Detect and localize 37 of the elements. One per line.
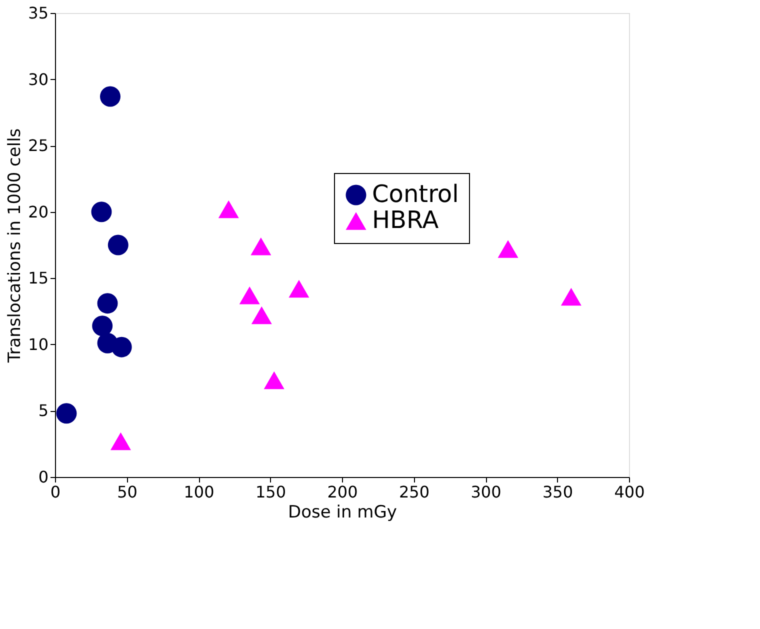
point [498, 240, 518, 258]
x-tick-label: 100 [184, 482, 214, 502]
point [100, 86, 120, 107]
y-tick-label: 10 [28, 334, 48, 354]
y-axis-title: Translocations in 1000 cells [5, 128, 26, 364]
y-tick-label: 15 [28, 268, 48, 288]
point [251, 306, 272, 324]
x-tick-label: 200 [327, 482, 358, 502]
point [218, 200, 239, 218]
point [264, 371, 284, 390]
y-tick-label: 30 [28, 70, 48, 89]
point [288, 280, 310, 298]
point [56, 403, 77, 424]
y-tick-label: 35 [28, 4, 48, 22]
point [239, 286, 260, 304]
x-tick-label: 350 [542, 482, 574, 502]
x-tick-label: 150 [255, 482, 286, 502]
x-tick-label: 300 [470, 482, 502, 502]
x-tick-label: 400 [614, 482, 645, 502]
point [111, 336, 132, 358]
y-tick-label: 5 [38, 401, 48, 420]
x-tick-label: 0 [50, 482, 61, 502]
y-tick-label: 0 [38, 468, 48, 486]
point [97, 293, 118, 314]
legend-label: Control [372, 180, 459, 208]
point [91, 202, 112, 222]
point [560, 288, 582, 306]
x-axis-title: Dose in mGy [288, 502, 397, 522]
x-tick-label: 250 [398, 482, 430, 502]
point [110, 432, 131, 450]
y-tick-label: 25 [28, 136, 48, 156]
point [108, 234, 128, 256]
legend-label: HBRA [372, 206, 440, 234]
point [250, 237, 272, 256]
y-tick-label: 20 [28, 202, 48, 222]
x-tick-label: 50 [117, 482, 138, 502]
point [92, 316, 113, 336]
